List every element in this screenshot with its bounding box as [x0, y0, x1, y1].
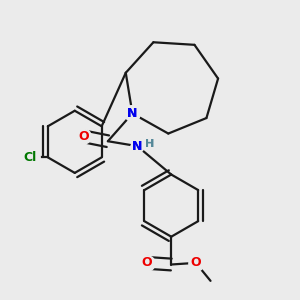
- Text: O: O: [190, 256, 201, 269]
- Text: N: N: [127, 107, 138, 120]
- Text: O: O: [141, 256, 152, 269]
- Text: Cl: Cl: [23, 151, 37, 164]
- Text: N: N: [132, 140, 142, 153]
- Text: N: N: [132, 140, 142, 153]
- Text: H: H: [145, 139, 154, 148]
- Text: H: H: [145, 139, 154, 148]
- Text: N: N: [127, 107, 138, 120]
- Text: O: O: [78, 130, 88, 143]
